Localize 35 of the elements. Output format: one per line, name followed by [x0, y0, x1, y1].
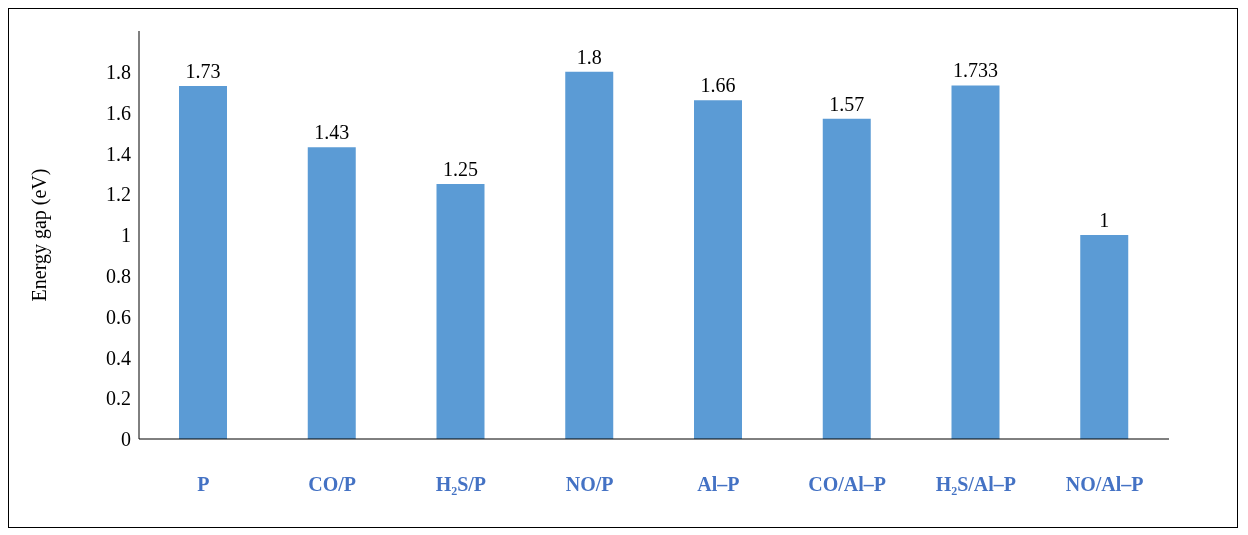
y-tick-label: 1.8 [106, 60, 131, 83]
y-axis-title: Energy gap (eV) [28, 168, 52, 302]
bar [436, 184, 485, 439]
y-tick-label: 1 [121, 224, 131, 247]
data-label: 1.8 [576, 45, 602, 68]
y-tick-label: 0.8 [106, 264, 131, 287]
data-label: 1.43 [314, 121, 350, 144]
y-tick-label: 1.4 [106, 142, 131, 165]
y-tick-label: 0.6 [106, 305, 131, 328]
y-tick-label: 0 [121, 428, 131, 451]
x-tick-label: H₂S/P [435, 473, 487, 496]
y-tick-label: 1.2 [106, 183, 131, 206]
y-tick-label: 0.4 [106, 346, 131, 369]
bar [694, 100, 742, 439]
y-tick-label: 0.2 [106, 387, 131, 410]
data-label: 1.733 [953, 59, 998, 82]
bar [951, 85, 1000, 439]
bar [565, 71, 614, 439]
x-tick-label: CO/P [308, 473, 357, 496]
x-tick-label: H₂S/Al–P [935, 473, 1017, 496]
x-tick-label: NO/Al–P [1065, 473, 1144, 496]
x-tick-label: Al–P [697, 473, 740, 496]
data-label: 1.66 [700, 74, 736, 97]
bar [307, 147, 356, 439]
y-tick-label: 1.6 [106, 101, 131, 124]
data-label: 1.57 [829, 92, 865, 115]
x-tick-label: NO/P [565, 473, 614, 496]
x-tick-label: CO/Al–P [808, 473, 887, 496]
bar [822, 118, 871, 439]
bar [1080, 235, 1129, 439]
data-label: 1.25 [443, 158, 478, 180]
data-label: 1.73 [185, 60, 221, 83]
x-tick-label: P [197, 473, 210, 496]
data-label: 1 [1099, 209, 1110, 231]
bar [179, 86, 227, 439]
